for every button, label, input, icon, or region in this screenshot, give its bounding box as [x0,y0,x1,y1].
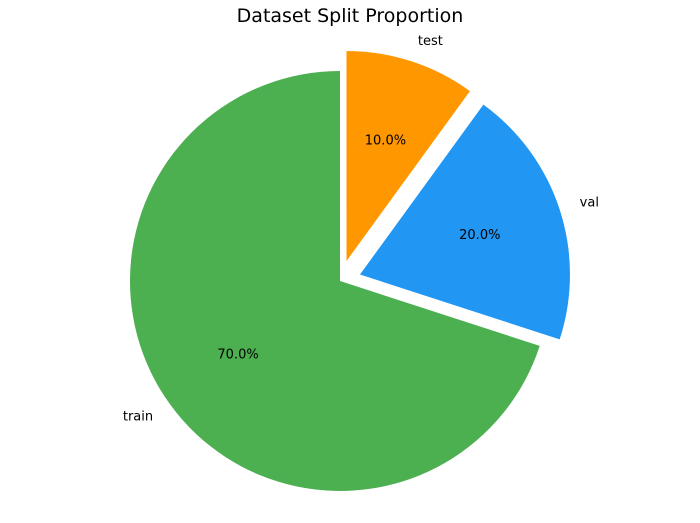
pct-label-train: 70.0% [217,348,258,363]
slice-label-val: val [580,196,599,211]
pie-slice-val [359,104,570,340]
pct-label-val: 20.0% [459,228,500,243]
chart-title: Dataset Split Proportion [236,5,464,27]
slice-label-train: train [123,409,153,424]
pct-label-test: 10.0% [365,134,406,149]
pie-slice-train [130,71,540,492]
pie-slice-test [346,51,470,262]
slice-label-test: test [418,34,443,49]
